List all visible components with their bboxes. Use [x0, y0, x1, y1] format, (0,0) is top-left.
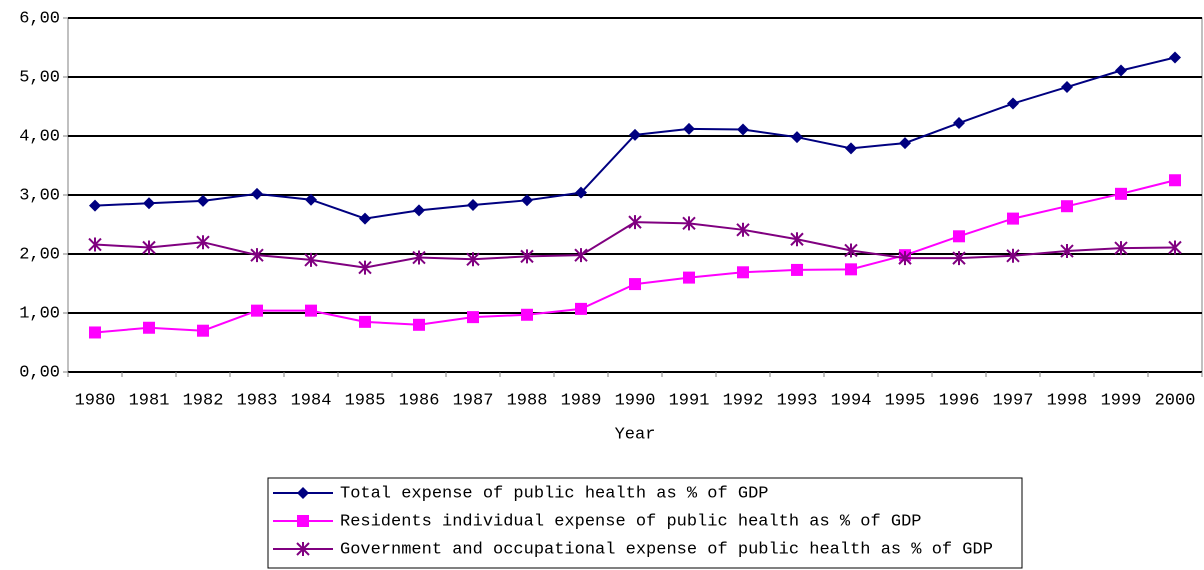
data-point — [683, 122, 695, 135]
data-point — [521, 308, 533, 321]
y-tick-label: 2,00 — [19, 245, 60, 264]
data-point — [898, 251, 912, 266]
data-point — [737, 123, 749, 136]
data-point — [845, 142, 857, 155]
data-point — [1115, 187, 1127, 200]
legend-label: Residents individual expense of public h… — [340, 512, 922, 531]
data-point — [574, 248, 588, 263]
data-point — [413, 318, 425, 331]
data-point — [520, 249, 534, 264]
data-point — [304, 252, 318, 267]
x-tick-label: 1993 — [777, 391, 818, 410]
x-tick-label: 1989 — [561, 391, 602, 410]
data-point — [1007, 212, 1019, 225]
data-point — [89, 326, 101, 339]
data-point — [359, 212, 371, 225]
data-point — [412, 250, 426, 265]
data-point — [251, 187, 263, 200]
data-point — [682, 216, 696, 231]
x-tick-label: 1995 — [885, 391, 926, 410]
y-tick-label: 4,00 — [19, 127, 60, 146]
x-tick-label: 1988 — [507, 391, 548, 410]
data-point — [305, 193, 317, 206]
data-point — [196, 235, 210, 250]
data-point — [575, 302, 587, 315]
x-tick-label: 1996 — [939, 391, 980, 410]
data-point — [953, 230, 965, 243]
data-point — [1169, 174, 1181, 187]
data-point — [1061, 200, 1073, 213]
x-tick-label: 1980 — [75, 391, 116, 410]
data-point — [89, 199, 101, 212]
data-point — [1115, 64, 1127, 77]
x-tick-label: 1981 — [129, 391, 170, 410]
legend-marker — [297, 515, 309, 527]
data-point — [1060, 244, 1074, 259]
data-point — [251, 304, 263, 317]
y-tick-label: 0,00 — [19, 363, 60, 382]
x-tick-label: 1994 — [831, 391, 872, 410]
data-point — [358, 260, 372, 275]
x-tick-label: 1983 — [237, 391, 278, 410]
x-tick-label: 1992 — [723, 391, 764, 410]
legend-label: Government and occupational expense of p… — [340, 540, 993, 559]
data-point — [1006, 248, 1020, 263]
data-point — [143, 321, 155, 334]
legend-label: Total expense of public health as % of G… — [340, 484, 768, 503]
data-point — [683, 271, 695, 284]
data-point — [1114, 241, 1128, 256]
data-point — [359, 315, 371, 328]
x-tick-label: 1986 — [399, 391, 440, 410]
data-point — [467, 311, 479, 324]
data-point — [1007, 97, 1019, 110]
data-point — [467, 199, 479, 212]
data-point — [305, 304, 317, 317]
data-point — [575, 186, 587, 199]
data-point — [790, 232, 804, 247]
x-tick-label: 2000 — [1155, 391, 1196, 410]
legend-box — [267, 477, 1023, 569]
data-point — [143, 197, 155, 210]
x-tick-label: 1991 — [669, 391, 710, 410]
data-point — [1168, 240, 1182, 255]
data-point — [413, 204, 425, 217]
x-tick-label: 1990 — [615, 391, 656, 410]
y-tick-label: 5,00 — [19, 68, 60, 87]
x-tick-label: 1998 — [1047, 391, 1088, 410]
data-point — [628, 215, 642, 230]
data-point — [521, 194, 533, 207]
data-point — [1169, 51, 1181, 64]
data-point — [142, 240, 156, 255]
data-point — [736, 222, 750, 237]
x-tick-label: 1997 — [993, 391, 1034, 410]
data-point — [737, 266, 749, 279]
data-point — [845, 263, 857, 276]
data-point — [88, 237, 102, 252]
data-point — [250, 248, 264, 263]
x-tick-label: 1987 — [453, 391, 494, 410]
data-point — [899, 137, 911, 150]
data-point — [953, 117, 965, 130]
x-tick-label: 1982 — [183, 391, 224, 410]
data-point — [791, 263, 803, 276]
data-point — [629, 128, 641, 141]
legend-marker — [297, 487, 309, 499]
data-point — [197, 324, 209, 337]
x-tick-label: 1985 — [345, 391, 386, 410]
y-tick-label: 3,00 — [19, 186, 60, 205]
x-axis-label: Year — [615, 425, 656, 444]
data-point — [197, 194, 209, 207]
data-point — [629, 278, 641, 291]
data-point — [1061, 81, 1073, 94]
data-point — [952, 251, 966, 266]
data-point — [844, 243, 858, 258]
y-tick-label: 6,00 — [19, 9, 60, 28]
legend-marker — [296, 542, 310, 556]
x-tick-label: 1984 — [291, 391, 332, 410]
y-tick-label: 1,00 — [19, 304, 60, 323]
x-tick-label: 1999 — [1101, 391, 1142, 410]
data-point — [791, 131, 803, 144]
data-point — [466, 252, 480, 267]
